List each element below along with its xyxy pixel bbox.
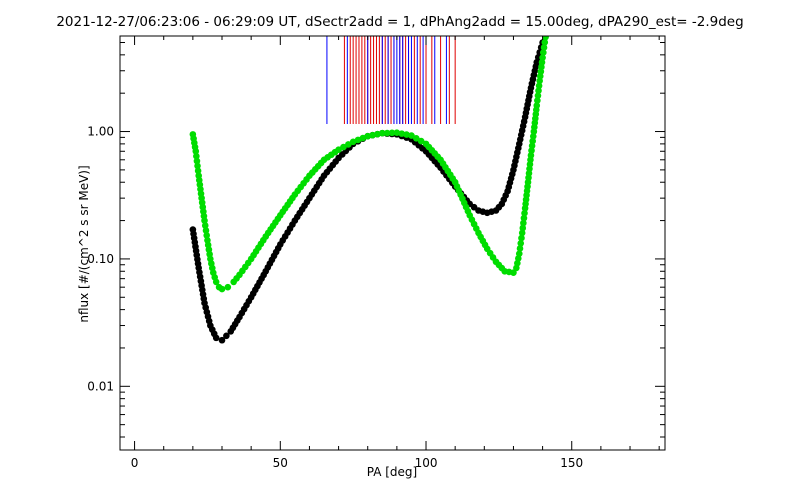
- model-point-green: [518, 234, 525, 242]
- axis-layer: 0 50 100 150 0.01 0.10 1.00: [87, 36, 665, 470]
- model-point-green: [510, 269, 517, 276]
- x-tick-label: 50: [273, 456, 288, 470]
- model-point-green: [521, 209, 528, 217]
- model-point-green: [408, 132, 415, 139]
- model-point-green: [193, 152, 200, 160]
- model-point-green: [194, 162, 201, 170]
- y-tick-label: 0.10: [87, 252, 114, 266]
- data-layer: [189, 36, 549, 344]
- model-point-green: [344, 141, 352, 148]
- model-point-green: [541, 39, 549, 46]
- model-point-green: [534, 92, 542, 99]
- model-point-green: [413, 135, 420, 142]
- model-point-green: [201, 222, 209, 229]
- model-point-green: [202, 227, 210, 234]
- model-point-green: [542, 36, 549, 41]
- model-point-green: [517, 239, 525, 247]
- model-point-green: [340, 143, 347, 151]
- model-point-green: [212, 278, 220, 286]
- model-point-green: [218, 285, 226, 293]
- y-axis-label: nflux [#/(cm^2 s sr MeV)]: [77, 165, 91, 322]
- y-tick-label: 1.00: [87, 125, 114, 139]
- model-point-green: [540, 44, 548, 51]
- model-point-green: [518, 229, 526, 237]
- model-point-green: [192, 147, 200, 155]
- x-tick-label: 100: [415, 456, 438, 470]
- model-point-green: [539, 54, 546, 61]
- model-point-green: [193, 157, 201, 165]
- model-point-green: [417, 137, 425, 145]
- model-point-green: [519, 224, 527, 232]
- model-point-green: [335, 146, 342, 154]
- model-point-green: [540, 49, 547, 56]
- chart-title: 2021-12-27/06:23:06 - 06:29:09 UT, dSect…: [56, 14, 743, 30]
- model-point-green: [520, 219, 527, 227]
- model-point-green: [383, 129, 391, 137]
- y-tick-label: 0.01: [87, 379, 114, 393]
- model-point-black: [212, 334, 220, 342]
- x-tick-label: 0: [131, 456, 139, 470]
- model-point-green: [516, 245, 524, 252]
- model-point-green: [533, 102, 541, 109]
- model-point-green: [520, 214, 528, 222]
- plot-frame: [119, 35, 666, 451]
- model-point-green: [203, 232, 211, 239]
- model-point-green: [201, 217, 208, 224]
- x-axis-label: PA [deg]: [367, 465, 417, 479]
- x-tick-label: 150: [560, 456, 583, 470]
- model-point-green: [534, 97, 541, 104]
- model-point-green: [388, 129, 396, 137]
- model-point-green: [194, 167, 202, 175]
- model-point-black: [223, 332, 230, 340]
- model-point-green: [224, 283, 232, 291]
- model-point-black: [218, 336, 226, 344]
- model-point-green: [535, 82, 543, 90]
- model-point-green: [515, 250, 523, 257]
- model-point-green: [378, 129, 386, 137]
- model-point-green: [535, 87, 542, 95]
